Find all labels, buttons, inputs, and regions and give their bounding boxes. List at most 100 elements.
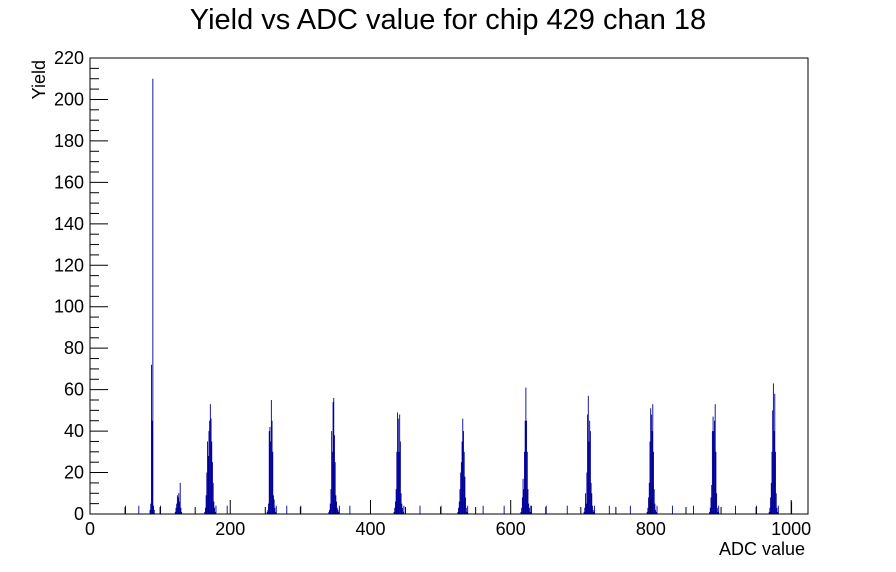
y-axis-label: Yield <box>29 60 49 99</box>
histogram-bin <box>776 507 778 514</box>
histogram-bin <box>331 431 333 514</box>
histogram-bin <box>395 489 397 514</box>
histogram-bin <box>212 482 214 514</box>
histogram-bin <box>649 441 651 514</box>
histogram-bin <box>530 505 532 514</box>
histogram-bin <box>268 431 270 514</box>
histogram-bin <box>777 505 779 514</box>
histogram-bin <box>654 503 656 514</box>
histogram-bin <box>138 505 140 514</box>
plot-area <box>125 78 793 514</box>
histogram-bin <box>768 511 770 514</box>
histogram-bin <box>650 414 652 514</box>
histogram-bin <box>608 505 610 514</box>
histogram-bin <box>214 511 216 514</box>
histogram-bin <box>671 505 673 514</box>
histogram-bin <box>273 499 275 514</box>
histogram-bin <box>273 495 274 514</box>
histogram-bin <box>209 404 211 514</box>
histogram-bin <box>713 431 715 514</box>
histogram-bin <box>650 408 652 514</box>
histogram-bin <box>528 503 530 514</box>
histogram-bin <box>268 503 269 514</box>
histogram-bin <box>206 472 208 514</box>
histogram-bin <box>401 503 403 514</box>
y-tick-label: 60 <box>64 380 84 400</box>
histogram-bin <box>275 505 277 514</box>
histogram-bin <box>179 482 181 514</box>
histogram-bin <box>463 451 465 514</box>
histogram-bin <box>651 431 653 514</box>
histogram-bin <box>208 431 210 514</box>
histogram-bin <box>334 462 336 514</box>
histogram-bin <box>461 441 463 514</box>
histogram-bin <box>655 509 657 514</box>
histogram-bin <box>709 507 711 514</box>
histogram-bin <box>329 509 330 514</box>
histogram-bin <box>528 507 530 514</box>
histogram-bin <box>587 414 589 514</box>
histogram-bin <box>272 451 274 514</box>
histogram-bin <box>151 420 153 514</box>
histogram-bin <box>465 497 467 514</box>
histogram-bin <box>178 493 180 514</box>
histogram-bin <box>328 511 330 514</box>
histogram-bin <box>526 451 528 514</box>
y-tick-label: 0 <box>74 504 84 524</box>
x-tick-label: 200 <box>215 519 245 539</box>
histogram-bin <box>393 511 395 514</box>
histogram-bin <box>400 493 402 514</box>
y-tick-label: 40 <box>64 421 84 441</box>
histogram-bin <box>336 507 338 514</box>
x-tick-label: 600 <box>496 519 526 539</box>
histogram-bin <box>646 511 648 514</box>
histogram-bin <box>214 507 216 514</box>
histogram-bin <box>174 511 176 514</box>
histogram-bin <box>462 418 464 514</box>
histogram-bin <box>215 505 217 514</box>
histogram-bin <box>333 397 335 514</box>
y-tick-label: 220 <box>54 48 84 68</box>
histogram-bin <box>589 420 591 514</box>
histogram-bin <box>585 503 587 514</box>
histogram-bin <box>459 489 461 514</box>
histogram-bin <box>330 489 332 514</box>
histogram-bin <box>629 505 631 514</box>
y-tick-label: 180 <box>54 131 84 151</box>
y-tick-label: 140 <box>54 214 84 234</box>
histogram-bin <box>149 509 151 514</box>
x-tick-label: 1000 <box>771 519 811 539</box>
x-tick-label: 400 <box>355 519 385 539</box>
histogram-bin <box>527 489 529 514</box>
histogram-bin <box>331 451 333 514</box>
histogram-bin <box>520 511 522 514</box>
histogram-bin <box>211 441 213 514</box>
histogram-bin <box>176 495 178 514</box>
histogram-bin <box>463 431 464 514</box>
histogram-bin <box>460 462 462 514</box>
x-axis-label: ADC value <box>719 539 805 559</box>
histogram-bin <box>179 501 180 514</box>
histogram-bin <box>709 511 711 514</box>
histogram-bin <box>395 501 396 514</box>
histogram-bin <box>526 420 528 514</box>
histogram-bin <box>275 511 277 514</box>
histogram-bin <box>334 435 335 514</box>
histogram-bin <box>269 426 271 514</box>
histogram-bin <box>419 505 421 514</box>
histogram-bin <box>397 418 399 514</box>
histogram-bin <box>396 451 398 514</box>
x-tick-label: 0 <box>85 519 95 539</box>
histogram-bin <box>594 505 596 514</box>
histogram-bin <box>150 503 152 514</box>
y-tick-label: 120 <box>54 255 84 275</box>
histogram-bin <box>715 451 717 514</box>
histogram-bin <box>482 505 484 514</box>
histogram-bin <box>521 497 523 514</box>
histogram-bin <box>525 387 527 514</box>
histogram-bin <box>338 511 340 514</box>
histogram-bin <box>503 505 505 514</box>
histogram-bin <box>529 511 531 514</box>
histogram-bin <box>458 507 460 514</box>
